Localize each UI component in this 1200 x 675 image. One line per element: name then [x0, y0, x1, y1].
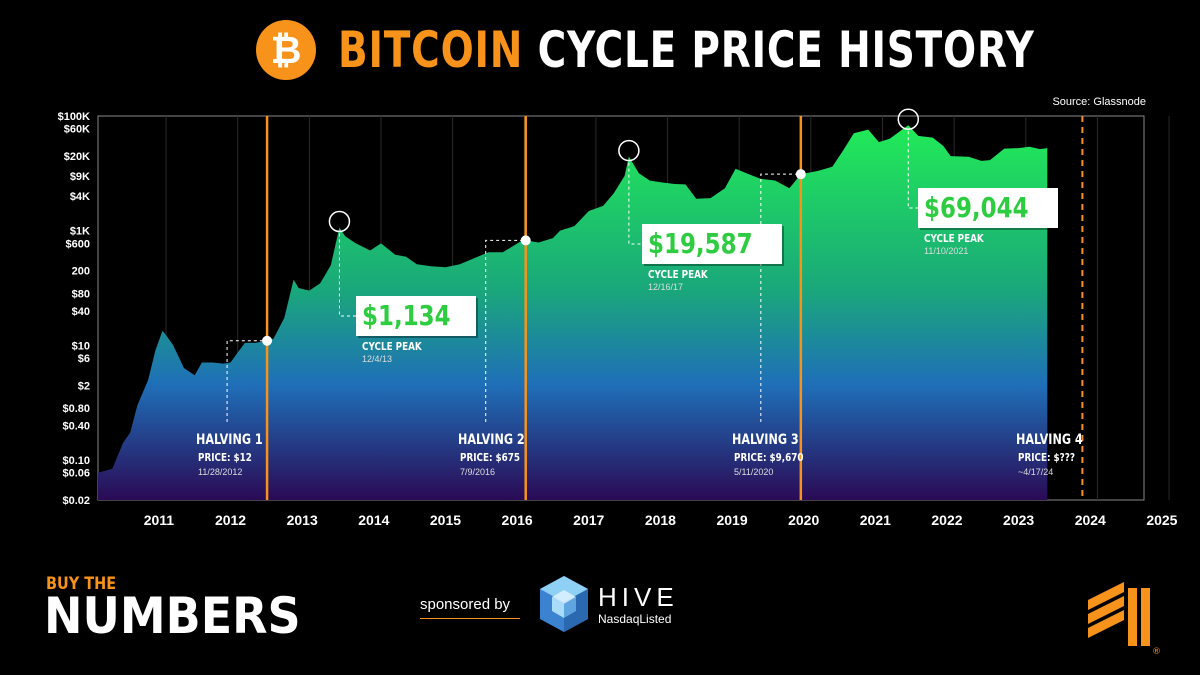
halving-price-4: PRICE: $???	[1018, 451, 1075, 464]
x-tick-label: 2025	[1146, 512, 1177, 528]
hive-cube-icon	[540, 576, 588, 632]
title-rest: CYCLE PRICE HISTORY	[523, 21, 1035, 79]
peak-date-1: 12/4/13	[362, 354, 393, 364]
x-tick-label: 2019	[716, 512, 747, 528]
x-tick-label: 2017	[573, 512, 604, 528]
halving-price-3: PRICE: $9,670	[734, 451, 804, 464]
peak-label-1: CYCLE PEAK	[362, 340, 422, 353]
y-tick-label: $0.10	[62, 455, 90, 467]
price-area	[98, 125, 1048, 500]
halving-title-2: HALVING 2	[458, 432, 525, 448]
peak-price-1: $1,134	[362, 299, 451, 332]
y-tick-label: $600	[66, 238, 90, 250]
y-tick-label: $0.06	[62, 468, 90, 480]
y-tick-label: $0.40	[62, 420, 90, 432]
peak-date-2: 12/16/17	[648, 282, 684, 292]
title-accent: BITCOIN	[338, 21, 524, 79]
sponsor-subtitle: NasdaqListed	[598, 612, 672, 626]
y-tick-label: $40	[72, 306, 90, 318]
peak-price-box-2: $19,587	[642, 224, 782, 264]
halving-title-3: HALVING 3	[732, 432, 799, 448]
halving-dot-2	[520, 235, 531, 246]
y-tick-label: $1K	[70, 226, 90, 238]
sponsor-name: HIVE	[598, 582, 679, 612]
x-tick-label: 2014	[358, 512, 389, 528]
halving-connector-2	[485, 239, 526, 422]
x-tick-label: 2012	[215, 512, 246, 528]
svg-text:®: ®	[1152, 647, 1161, 657]
peak-label-3: CYCLE PEAK	[924, 232, 984, 245]
halving-dot-1	[262, 335, 273, 346]
y-tick-label: $6	[78, 353, 90, 365]
halving-price-1: PRICE: $12	[198, 451, 252, 464]
page-title: BITCOIN CYCLE PRICE HISTORY	[338, 14, 1035, 86]
x-tick-label: 2013	[287, 512, 318, 528]
halving-price-2: PRICE: $675	[460, 451, 521, 464]
x-tick-label: 2024	[1075, 512, 1106, 528]
peak-price-box-3: $69,044	[918, 188, 1058, 228]
peak-date-3: 11/10/2021	[924, 246, 969, 256]
footer: BUY THE NUMBERS sponsored by HIVE Nasdaq…	[0, 560, 1200, 675]
halving-title-1: HALVING 1	[196, 432, 263, 448]
peak-price-box-1: $1,134	[356, 296, 477, 336]
halving-connector-3	[760, 173, 801, 422]
y-tick-label: $80	[72, 289, 90, 301]
y-tick-label: $0.02	[62, 495, 90, 507]
y-tick-label: $4K	[70, 191, 90, 203]
y-tick-label: $0.80	[62, 403, 90, 415]
peak-price-2: $19,587	[648, 227, 753, 260]
bitcoin-logo-icon: ₿	[256, 20, 316, 80]
header: ₿ BITCOIN CYCLE PRICE HISTORY Source: Gl…	[0, 0, 1200, 108]
sponsored-underline	[420, 618, 520, 619]
x-tick-label: 2023	[1003, 512, 1034, 528]
brand-corner-logo-icon: ®	[1088, 582, 1161, 657]
x-tick-label: 2021	[860, 512, 891, 528]
x-tick-label: 2018	[645, 512, 676, 528]
sponsored-by-label: sponsored by	[420, 596, 511, 613]
peak-label-2: CYCLE PEAK	[648, 268, 708, 281]
halving-title-4: HALVING 4	[1016, 432, 1083, 448]
source-label: Source: Glassnode	[1052, 96, 1146, 108]
halving-date-1: 11/28/2012	[198, 467, 243, 477]
y-tick-label: $9K	[70, 171, 90, 183]
halving-date-4: ~4/17/24	[1018, 467, 1054, 477]
brand-small-text: BUY THE	[46, 574, 117, 594]
peak-price-3: $69,044	[924, 191, 1029, 224]
x-tick-label: 2020	[788, 512, 819, 528]
svg-text:₿: ₿	[271, 28, 302, 72]
peak-circle-3	[897, 108, 920, 130]
y-tick-label: $2	[78, 380, 90, 392]
y-tick-label: $60K	[64, 124, 90, 136]
x-tick-label: 2011	[144, 512, 175, 528]
x-tick-label: 2015	[430, 512, 461, 528]
halving-date-3: 5/11/2020	[734, 467, 774, 477]
peak-circle-2	[618, 139, 640, 162]
price-chart: $100K$60K$20K$9K$4K$1K$600200$80$40$10$6…	[58, 108, 1178, 528]
halving-dot-3	[795, 169, 806, 180]
y-tick-label: $100K	[58, 111, 90, 123]
y-tick-label: $10	[72, 340, 90, 352]
brand-logo-text: NUMBERS	[44, 587, 301, 645]
peak-circle-1	[328, 210, 351, 233]
y-tick-label: $20K	[64, 151, 90, 163]
x-tick-label: 2016	[502, 512, 533, 528]
y-tick-label: 200	[72, 266, 90, 278]
x-tick-label: 2022	[931, 512, 962, 528]
halving-date-2: 7/9/2016	[460, 467, 496, 477]
